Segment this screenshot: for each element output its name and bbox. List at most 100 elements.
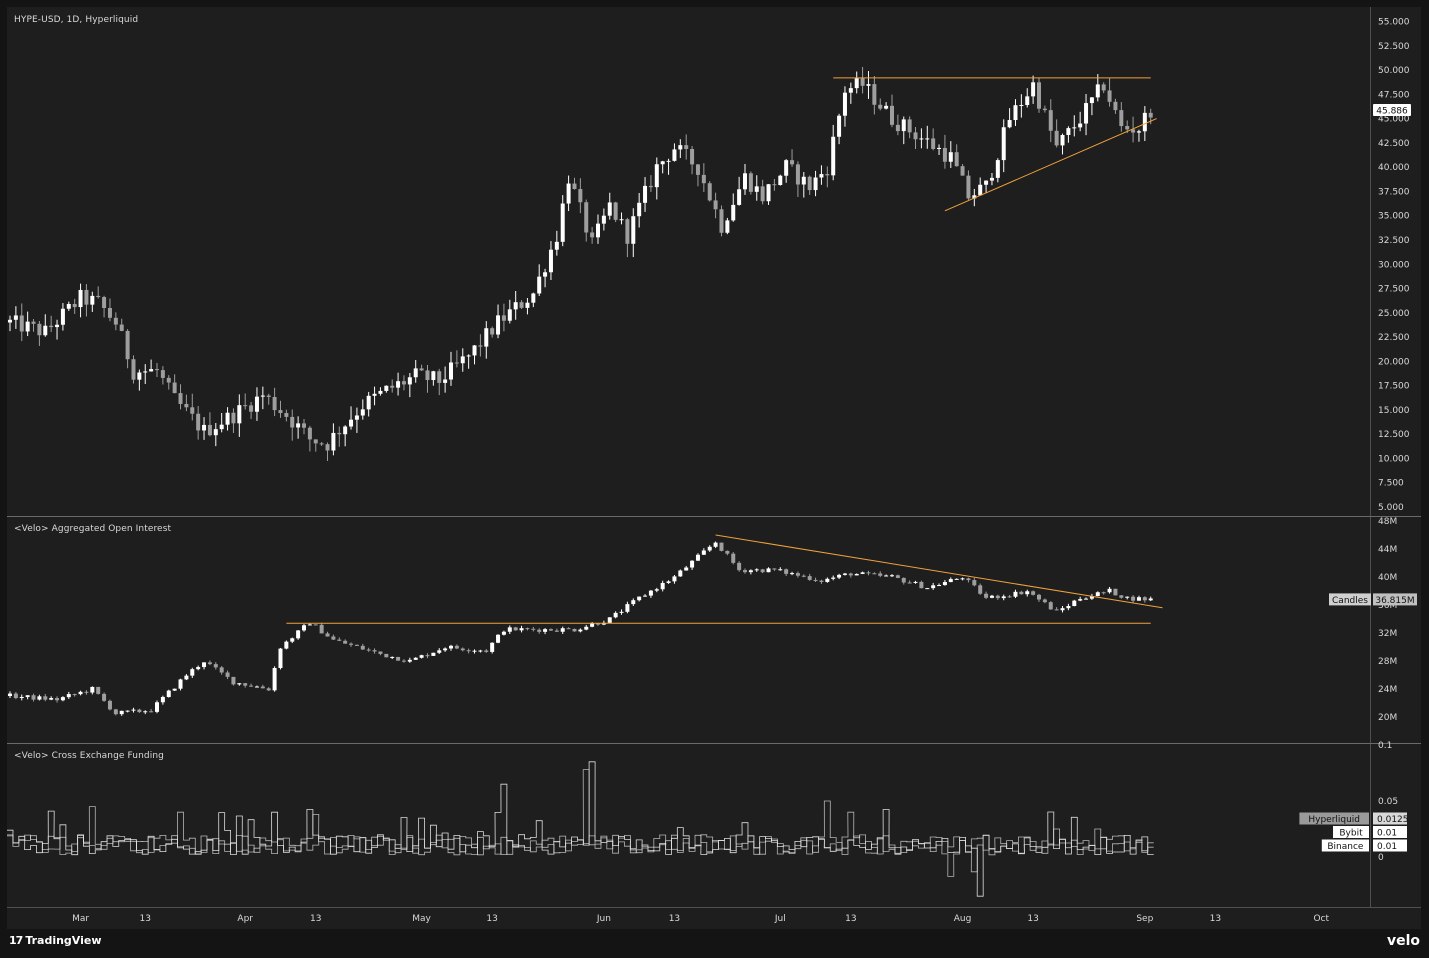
price-candle — [713, 192, 718, 219]
oi-candle — [760, 568, 765, 574]
price-candle — [1007, 108, 1012, 129]
oi-candle — [1119, 595, 1124, 599]
price-candle — [55, 319, 60, 340]
time-axis-tick: 13 — [310, 914, 321, 924]
time-axis-tick: 13 — [669, 914, 680, 924]
oi-axis-tick: 36M — [1378, 601, 1397, 611]
time-axis-bg[interactable] — [7, 908, 1421, 929]
price-pane[interactable] — [7, 7, 1370, 516]
oi-candle — [795, 571, 800, 578]
oi-candle — [872, 572, 877, 575]
price-candle — [425, 364, 430, 393]
oi-candle — [137, 708, 142, 713]
price-axis-bg[interactable] — [1371, 7, 1421, 516]
price-candle — [931, 128, 936, 151]
oi-axis-tick: 24M — [1378, 685, 1397, 695]
oi-candle — [349, 642, 354, 647]
price-candle — [19, 303, 24, 342]
price-candle — [1054, 119, 1059, 148]
price-candle — [743, 164, 747, 195]
oi-candle — [560, 626, 565, 635]
price-candle — [684, 134, 689, 160]
oi-pane[interactable] — [7, 517, 1370, 743]
price-candle — [284, 409, 289, 422]
oi-candle — [672, 574, 677, 584]
price-candle — [437, 368, 442, 396]
oi-candle — [478, 649, 483, 653]
price-candle — [460, 348, 465, 372]
oi-candle — [548, 628, 553, 631]
time-axis-tick: 13 — [1210, 914, 1221, 924]
funding-pane[interactable] — [7, 744, 1370, 907]
price-candle — [666, 158, 671, 175]
oi-candle — [766, 567, 771, 573]
price-axis-tick: 5.000 — [1378, 503, 1404, 513]
svg-text:0.01: 0.01 — [1377, 829, 1397, 839]
oi-descending-trendline[interactable] — [715, 534, 1163, 609]
oi-last-value-label: Candles 36.815M — [1329, 593, 1417, 606]
oi-candle — [384, 653, 389, 658]
tradingview-logo[interactable]: 17 TradingView — [9, 934, 102, 947]
oi-candle — [466, 648, 471, 654]
price-candle — [601, 208, 606, 231]
price-candle — [178, 384, 183, 410]
oi-candle — [895, 574, 900, 579]
price-axis-tick: 45.000 — [1378, 115, 1410, 125]
oi-candle — [637, 596, 642, 602]
price-candle — [313, 439, 318, 452]
oi-candle — [901, 577, 906, 585]
price-support-trendline[interactable] — [944, 118, 1157, 212]
price-candle — [1113, 98, 1118, 114]
price-candle — [96, 286, 101, 299]
oi-candle — [166, 689, 171, 698]
price-candle — [307, 425, 312, 452]
oi-candle — [237, 683, 242, 686]
price-axis-tick: 27.500 — [1378, 285, 1410, 295]
oi-candle — [501, 630, 506, 636]
price-candle — [225, 407, 230, 431]
oi-candle — [931, 582, 936, 590]
funding-axis-bg[interactable] — [1371, 744, 1421, 907]
oi-axis-bg[interactable] — [1371, 517, 1421, 743]
price-candle — [419, 364, 424, 371]
price-candle — [490, 326, 495, 338]
price-candle — [1025, 88, 1030, 108]
oi-candle — [407, 657, 412, 663]
oi-candle — [1048, 601, 1053, 610]
oi-candle — [860, 571, 865, 575]
price-candle — [790, 149, 795, 167]
oi-candle — [360, 643, 365, 650]
price-candle — [478, 334, 483, 357]
price-candle — [648, 175, 653, 192]
price-candle — [249, 401, 254, 419]
price-axis-tick: 12.500 — [1378, 430, 1410, 440]
price-candle — [1072, 115, 1077, 137]
oi-axis-tick: 48M — [1378, 517, 1397, 527]
oi-candle — [431, 652, 436, 656]
oi-candle — [725, 550, 730, 556]
oi-candle — [572, 628, 577, 632]
price-candle — [554, 230, 559, 256]
oi-candle — [584, 624, 589, 631]
price-axis-tick: 22.500 — [1378, 333, 1410, 343]
oi-candle — [331, 634, 336, 641]
oi-candle — [989, 594, 994, 599]
oi-candle — [178, 678, 183, 691]
oi-candle — [942, 579, 947, 586]
oi-candle — [607, 617, 612, 623]
oi-candle — [837, 573, 842, 580]
trendlines[interactable] — [286, 77, 1163, 624]
price-axis-tick: 10.000 — [1378, 454, 1410, 464]
price-candle — [102, 295, 107, 318]
oi-candle — [366, 647, 371, 652]
svg-text:Hyperliquid: Hyperliquid — [1308, 815, 1360, 825]
oi-candle — [37, 694, 42, 701]
oi-candle — [213, 662, 218, 670]
price-candle — [237, 394, 242, 437]
price-candle — [878, 98, 883, 111]
price-candle — [449, 351, 453, 386]
price-candle — [913, 127, 918, 150]
price-candle — [654, 157, 659, 200]
price-candle — [660, 160, 665, 174]
